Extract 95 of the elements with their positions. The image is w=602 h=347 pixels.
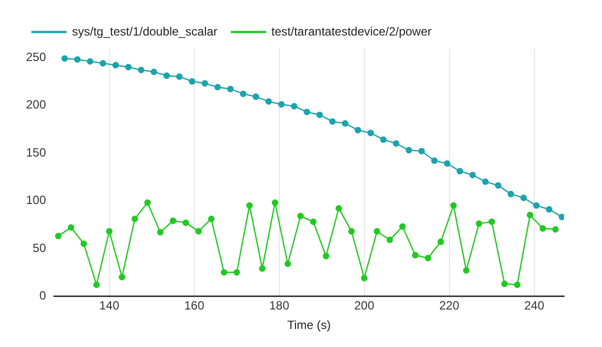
point — [157, 228, 164, 236]
point — [392, 140, 400, 147]
x-tick-label: 180 — [269, 298, 290, 313]
point — [361, 274, 368, 282]
point — [227, 86, 234, 92]
point — [61, 55, 68, 62]
point — [297, 212, 304, 220]
point — [386, 236, 394, 244]
point — [163, 72, 170, 79]
point — [533, 202, 540, 209]
x-tick-label: 220 — [439, 298, 460, 313]
point — [380, 136, 387, 143]
x-tick-label: 160 — [184, 298, 205, 313]
point — [336, 205, 342, 212]
point — [424, 254, 432, 262]
x-axis-title: Time (s) — [287, 318, 331, 332]
point — [494, 182, 502, 189]
point — [188, 78, 196, 85]
point — [290, 102, 298, 110]
point — [469, 172, 476, 178]
point — [240, 90, 246, 98]
point — [80, 240, 88, 247]
point — [214, 84, 221, 90]
point — [208, 216, 215, 222]
point — [259, 265, 266, 272]
point — [246, 202, 253, 209]
point — [406, 146, 412, 154]
point — [501, 280, 508, 288]
point — [418, 148, 425, 154]
point — [106, 228, 113, 235]
point — [100, 60, 106, 67]
point — [182, 219, 190, 226]
point — [374, 228, 380, 235]
point — [265, 98, 272, 105]
point — [322, 252, 330, 260]
point — [310, 218, 317, 225]
point — [463, 267, 470, 274]
y-tick-label: 0 — [39, 288, 46, 303]
x-tick-label: 140 — [99, 298, 120, 313]
point — [272, 199, 278, 206]
point — [520, 194, 527, 202]
point — [399, 223, 406, 230]
point — [412, 252, 419, 258]
point — [526, 212, 534, 218]
point — [234, 269, 240, 276]
x-tick-label: 200 — [354, 298, 375, 313]
point — [112, 62, 119, 68]
point — [252, 93, 260, 100]
point — [450, 202, 457, 209]
point — [456, 168, 464, 174]
point — [304, 108, 310, 116]
point — [170, 218, 176, 224]
point — [220, 269, 228, 276]
point — [354, 126, 362, 134]
point — [329, 118, 336, 125]
legend-label: sys/tg_test/1/double_scalar — [72, 24, 218, 38]
point — [514, 281, 520, 288]
point — [195, 228, 202, 235]
y-tick-label: 50 — [32, 240, 46, 255]
point — [482, 178, 489, 185]
point — [202, 80, 208, 87]
point — [316, 112, 323, 118]
point — [367, 130, 374, 136]
point — [86, 58, 94, 65]
x-tick-label: 240 — [524, 298, 545, 313]
point — [438, 238, 444, 246]
point — [150, 68, 158, 76]
point — [476, 220, 482, 227]
point — [348, 228, 355, 235]
point — [488, 218, 496, 225]
y-tick-label: 200 — [26, 98, 46, 112]
point — [342, 120, 348, 127]
point — [125, 64, 132, 70]
point — [74, 56, 81, 63]
point — [93, 281, 100, 288]
point — [68, 224, 74, 231]
point — [284, 260, 292, 267]
point — [508, 190, 514, 198]
point — [546, 206, 552, 213]
point — [144, 199, 151, 206]
point — [132, 216, 138, 222]
legend-label: test/tarantatestdevice/2/power — [271, 24, 432, 38]
y-tick-label: 250 — [26, 50, 46, 64]
point — [55, 232, 62, 240]
point — [540, 225, 546, 232]
point — [118, 274, 126, 280]
point — [431, 157, 438, 164]
point — [552, 226, 559, 233]
y-tick-label: 100 — [26, 193, 46, 208]
point — [176, 73, 183, 80]
y-tick-label: 150 — [26, 145, 46, 160]
point — [444, 160, 450, 167]
point — [278, 101, 285, 108]
point — [138, 66, 144, 74]
point — [558, 214, 564, 220]
